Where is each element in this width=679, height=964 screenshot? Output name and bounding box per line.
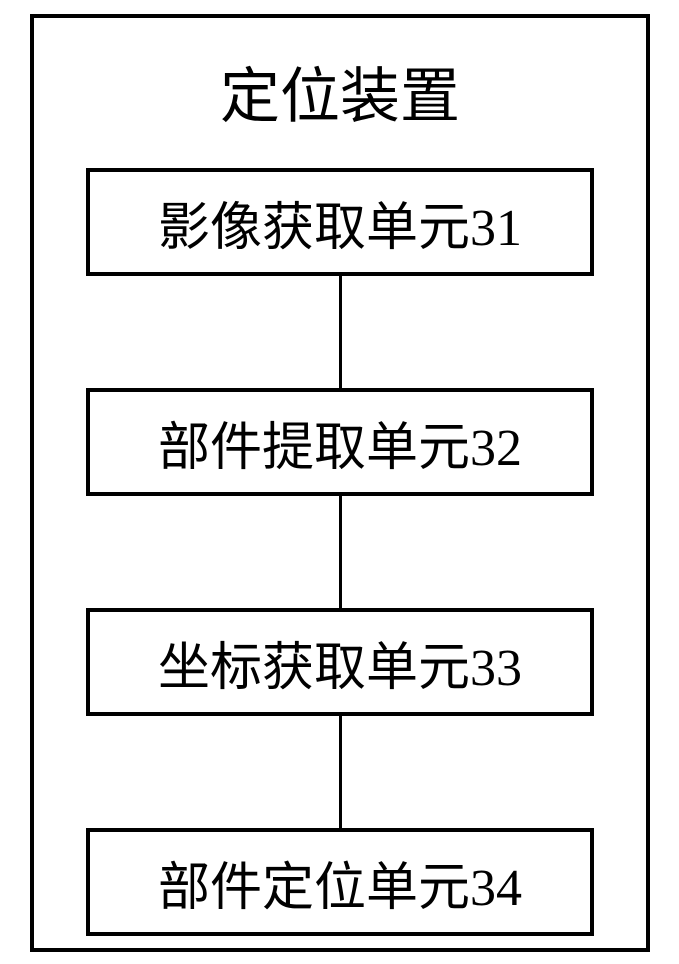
diagram-title: 定位装置 [190, 48, 490, 135]
flow-node-label: 部件定位单元34 [158, 845, 522, 920]
flow-node: 坐标获取单元33 [86, 608, 594, 716]
connector [339, 276, 342, 388]
flow-node: 部件提取单元32 [86, 388, 594, 496]
flow-node: 部件定位单元34 [86, 828, 594, 936]
flow-node: 影像获取单元31 [86, 168, 594, 276]
flow-node-label: 影像获取单元31 [158, 185, 522, 260]
flow-node-label: 坐标获取单元33 [158, 625, 522, 700]
connector [339, 496, 342, 608]
connector [339, 716, 342, 828]
flow-node-label: 部件提取单元32 [158, 405, 522, 480]
